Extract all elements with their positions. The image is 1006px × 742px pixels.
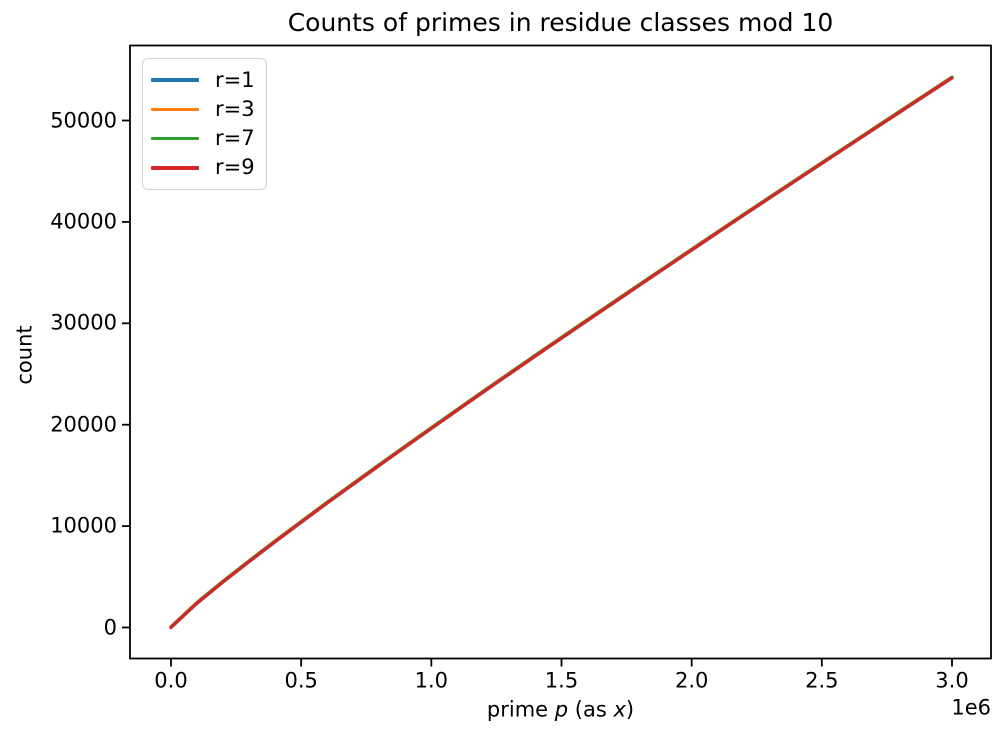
legend-label-r3: r=3 (215, 96, 255, 121)
legend-item-r9: r=9 (151, 156, 258, 180)
x-axis-offset-label: 1e6 (951, 695, 991, 720)
y-tick-label: 0 (103, 615, 117, 639)
y-axis-label: count (12, 325, 37, 385)
x-axis-label-text: prime (486, 697, 555, 722)
y-tick-label: 20000 (50, 412, 117, 437)
legend-item-r3: r=3 (151, 97, 258, 121)
x-axis-label-text2: (as (568, 697, 614, 722)
x-tick-label: 2.0 (674, 668, 709, 693)
chart-title: Counts of primes in residue classes mod … (287, 8, 834, 37)
x-tick-label: 1.0 (414, 668, 449, 693)
x-axis-label: prime p (as x) (130, 697, 991, 722)
x-tick-label: 2.5 (805, 668, 839, 693)
legend-label-r7: r=7 (215, 126, 255, 151)
legend-label-r9: r=9 (215, 155, 255, 180)
series-line-r1 (169, 76, 954, 630)
x-axis-label-text3: ) (625, 697, 635, 722)
legend-line-swatch-r1 (151, 78, 199, 82)
x-axis-label-math-x: x (613, 697, 626, 722)
x-axis-label-math-p: p (554, 697, 569, 722)
legend-item-r1: r=1 (151, 68, 258, 92)
legend-line-swatch-r7 (151, 136, 199, 141)
series-line-r7 (169, 75, 954, 629)
series-line-r9 (169, 76, 954, 630)
y-tick-label: 30000 (50, 310, 117, 335)
y-tick-label: 10000 (50, 513, 117, 538)
x-tick-label: 3.0 (935, 668, 969, 693)
axes-spines (129, 44, 992, 660)
legend-line-swatch-r9 (151, 166, 199, 170)
y-tick-label: 40000 (50, 209, 117, 234)
x-tick-label: 1.5 (544, 668, 579, 693)
x-tick-label: 0.0 (154, 668, 188, 693)
legend-label-r1: r=1 (215, 67, 255, 92)
legend: r=1 r=3 r=7 r=9 (142, 58, 267, 190)
x-tick-label: 0.5 (284, 668, 318, 693)
legend-line-swatch-r3 (151, 107, 199, 112)
series-line-r3 (169, 76, 954, 630)
legend-item-r7: r=7 (151, 127, 258, 151)
y-tick-label: 50000 (50, 108, 117, 132)
